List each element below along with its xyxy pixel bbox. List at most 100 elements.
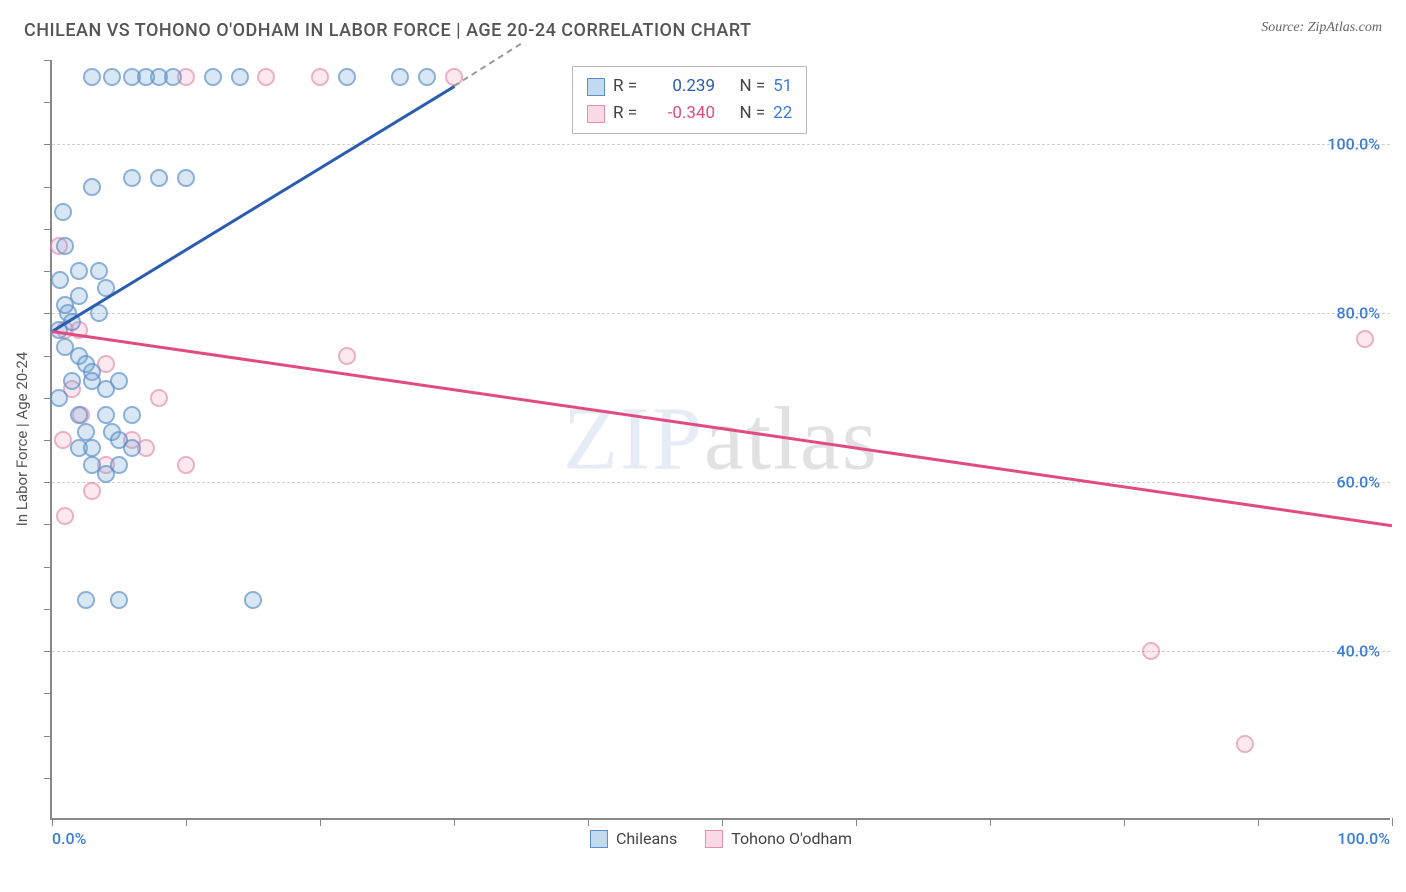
gridline — [52, 482, 1390, 483]
data-point — [54, 203, 72, 221]
y-tick — [44, 651, 52, 652]
data-point — [56, 296, 74, 314]
y-tick — [44, 144, 52, 145]
legend-swatch — [587, 105, 605, 123]
data-point — [56, 507, 74, 525]
data-point — [97, 406, 115, 424]
data-point — [70, 262, 88, 280]
data-point — [177, 456, 195, 474]
data-point — [150, 169, 168, 187]
y-tick — [44, 482, 52, 483]
data-point — [103, 68, 121, 86]
data-point — [51, 271, 69, 289]
trend-line — [453, 43, 521, 87]
data-point — [110, 372, 128, 390]
n-value: 22 — [773, 100, 792, 127]
data-point — [338, 347, 356, 365]
y-tick — [44, 693, 52, 694]
x-tick — [990, 818, 991, 826]
data-point — [338, 68, 356, 86]
x-tick — [52, 818, 53, 826]
legend-swatch — [587, 78, 605, 96]
data-point — [311, 68, 329, 86]
n-label: N = — [739, 100, 765, 127]
data-point — [70, 406, 88, 424]
gridline — [52, 313, 1390, 314]
n-label: N = — [739, 73, 765, 100]
r-label: R = — [613, 100, 637, 127]
stats-row: R = -0.340 N = 22 — [587, 100, 792, 127]
y-tick — [44, 102, 52, 103]
x-tick — [1258, 818, 1259, 826]
data-point — [418, 68, 436, 86]
y-tick — [44, 187, 52, 188]
y-tick-label: 60.0% — [1336, 473, 1380, 492]
y-tick — [44, 356, 52, 357]
data-point — [164, 68, 182, 86]
data-point — [231, 68, 249, 86]
r-value: 0.239 — [645, 73, 715, 100]
gridline — [52, 651, 1390, 652]
source-attribution: Source: ZipAtlas.com — [1261, 20, 1382, 36]
x-axis-max-label: 100.0% — [1337, 829, 1390, 848]
legend-label: Chileans — [616, 829, 677, 848]
y-tick-label: 80.0% — [1336, 304, 1380, 323]
data-point — [83, 68, 101, 86]
x-tick — [1392, 818, 1393, 826]
y-tick — [44, 229, 52, 230]
x-axis-min-label: 0.0% — [52, 829, 86, 848]
x-tick — [722, 818, 723, 826]
chart-title: CHILEAN VS TOHONO O'ODHAM IN LABOR FORCE… — [24, 20, 752, 41]
x-tick — [186, 818, 187, 826]
legend-item: Chileans — [590, 829, 677, 848]
x-tick — [320, 818, 321, 826]
data-point — [123, 406, 141, 424]
y-tick — [44, 736, 52, 737]
y-tick — [44, 313, 52, 314]
y-tick — [44, 567, 52, 568]
data-point — [83, 482, 101, 500]
data-point — [90, 262, 108, 280]
y-tick-label: 40.0% — [1336, 642, 1380, 661]
data-point — [204, 68, 222, 86]
data-point — [110, 591, 128, 609]
data-point — [77, 423, 95, 441]
data-point — [150, 389, 168, 407]
data-point — [123, 439, 141, 457]
n-value: 51 — [773, 73, 792, 100]
trend-line — [51, 86, 454, 333]
x-tick — [1124, 818, 1125, 826]
r-label: R = — [613, 73, 637, 100]
y-tick — [44, 609, 52, 610]
watermark: ZIPatlas — [563, 388, 879, 491]
x-tick — [454, 818, 455, 826]
x-tick — [588, 818, 589, 826]
data-point — [1236, 735, 1254, 753]
data-point — [83, 178, 101, 196]
legend-label: Tohono O'odham — [731, 829, 852, 848]
data-point — [97, 465, 115, 483]
data-point — [1142, 642, 1160, 660]
data-point — [56, 237, 74, 255]
gridline — [52, 144, 1390, 145]
trend-line — [52, 330, 1392, 527]
data-point — [63, 372, 81, 390]
y-tick — [44, 440, 52, 441]
data-point — [1356, 330, 1374, 348]
scatter-chart: ZIPatlas In Labor Force | Age 20-24 40.0… — [50, 60, 1390, 820]
stats-legend-box: R = 0.239 N = 51 R = -0.340 N = 22 — [572, 66, 807, 134]
y-tick — [44, 778, 52, 779]
legend-item: Tohono O'odham — [705, 829, 852, 848]
bottom-legend: Chileans Tohono O'odham — [590, 829, 852, 848]
y-tick — [44, 524, 52, 525]
data-point — [50, 389, 68, 407]
r-value: -0.340 — [645, 100, 715, 127]
y-tick — [44, 60, 52, 61]
data-point — [244, 591, 262, 609]
data-point — [123, 169, 141, 187]
data-point — [177, 169, 195, 187]
legend-swatch — [705, 830, 723, 848]
data-point — [83, 439, 101, 457]
y-axis-title: In Labor Force | Age 20-24 — [13, 352, 31, 526]
data-point — [391, 68, 409, 86]
